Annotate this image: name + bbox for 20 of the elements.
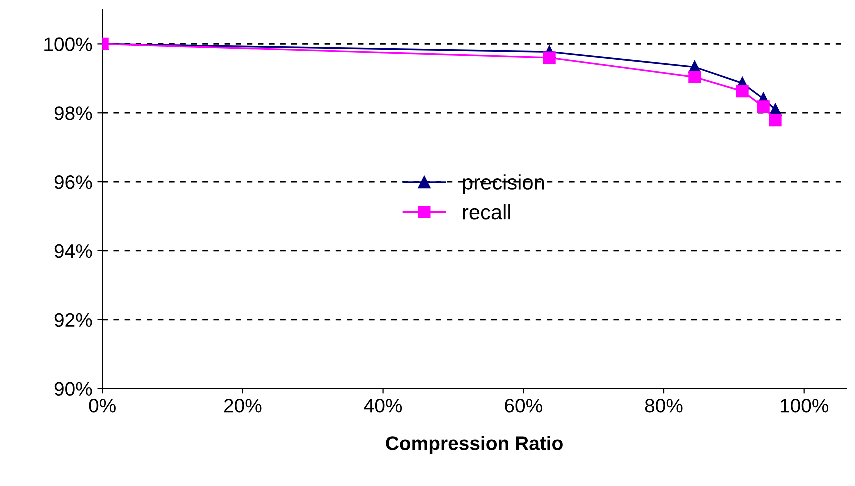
y-tick-label: 92% [54, 313, 92, 328]
x-tick-label: 100% [780, 399, 829, 413]
x-tick-label: 40% [364, 399, 402, 413]
y-tick-label: 98% [54, 106, 92, 120]
point [688, 71, 702, 84]
x-tick-label: 0% [89, 399, 116, 413]
legend-label: precision [463, 174, 544, 194]
y-tick-label: 100% [44, 38, 92, 52]
y-tick-label: 96% [54, 175, 92, 190]
point [757, 100, 770, 114]
x-axis-title: Compression Ratio [386, 436, 563, 454]
point [736, 85, 749, 98]
x-tick-label: 80% [645, 399, 683, 413]
x-tick-label: 20% [224, 399, 262, 413]
legend-label: recall [463, 204, 510, 220]
x-tick-label: 60% [505, 399, 542, 413]
y-tick-label: 94% [54, 244, 92, 258]
y-tick-label: 90% [54, 382, 92, 396]
point [769, 114, 782, 127]
point [543, 52, 556, 64]
